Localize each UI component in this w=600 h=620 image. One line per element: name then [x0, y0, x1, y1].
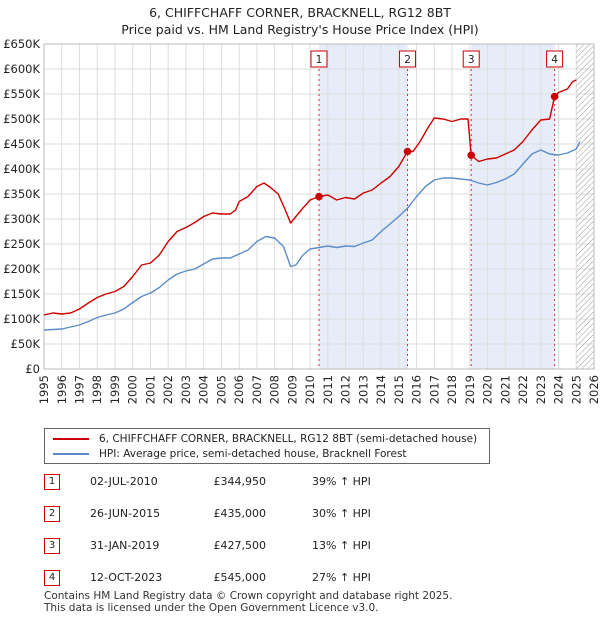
sale-price: £344,950 — [213, 475, 267, 488]
sale-hpi-change: 27% ↑ HPI — [312, 571, 371, 584]
x-tick-label: 1997 — [73, 375, 87, 404]
sale-hpi-change: 30% ↑ HPI — [312, 507, 371, 520]
x-tick-label: 2007 — [250, 375, 264, 404]
x-tick-label: 2019 — [463, 375, 477, 404]
x-tick-label: 2025 — [569, 375, 583, 404]
chart-title-line2: Price paid vs. HM Land Registry's House … — [121, 22, 479, 37]
sale-row: 1 02-JUL-2010 £344,950 39% ↑ HPI — [0, 474, 600, 494]
sale-hpi-change: 13% ↑ HPI — [312, 539, 371, 552]
sale-marker-box — [546, 50, 564, 68]
x-tick-label: 2022 — [516, 375, 530, 404]
sale-marker-label: 4 — [551, 54, 558, 66]
y-tick-label: £50K — [11, 337, 41, 351]
y-tick-label: £200K — [3, 262, 40, 276]
sale-date: 26-JUN-2015 — [90, 507, 161, 520]
y-tick-label: £650K — [3, 37, 40, 51]
x-tick-label: 2017 — [427, 375, 441, 404]
x-tick-label: 1999 — [108, 375, 122, 404]
y-tick-label: £500K — [3, 112, 40, 126]
x-tick-label: 2004 — [197, 375, 211, 404]
x-tick-label: 2003 — [179, 375, 193, 404]
sale-row: 4 12-OCT-2023 £545,000 27% ↑ HPI — [0, 570, 600, 590]
x-tick-label: 2010 — [303, 375, 317, 404]
sale-number-badge: 4 — [44, 570, 60, 586]
sale-date: 02-JUL-2010 — [90, 475, 158, 488]
legend-label-property: 6, CHIFFCHAFF CORNER, BRACKNELL, RG12 8B… — [99, 433, 478, 445]
sale-number-badge: 3 — [44, 538, 60, 554]
y-tick-label: £600K — [3, 62, 40, 76]
chart-title: 6, CHIFFCHAFF CORNER, BRACKNELL, RG12 8B… — [0, 4, 600, 38]
x-tick-label: 2013 — [356, 375, 370, 404]
sale-row: 2 26-JUN-2015 £435,000 30% ↑ HPI — [0, 506, 600, 526]
sale-number-badge: 2 — [44, 506, 60, 522]
x-tick-label: 2011 — [321, 375, 335, 404]
sale-date: 31-JAN-2019 — [90, 539, 160, 552]
y-tick-label: £350K — [3, 187, 40, 201]
sale-point — [467, 151, 476, 160]
legend-swatch-red — [53, 438, 89, 440]
y-tick-label: £150K — [3, 287, 40, 301]
y-tick-label: £550K — [3, 87, 40, 101]
x-tick-label: 2020 — [481, 375, 495, 404]
y-tick-label: £400K — [3, 162, 40, 176]
footer-attribution: Contains HM Land Registry data © Crown c… — [44, 590, 452, 614]
x-tick-label: 2021 — [498, 375, 512, 404]
sale-price: £435,000 — [213, 507, 267, 520]
series-group — [44, 79, 581, 331]
sale-point — [403, 147, 412, 156]
legend-swatch-blue — [53, 453, 89, 455]
x-tick-label: 1996 — [55, 375, 69, 404]
sale-number-badge: 1 — [44, 474, 60, 490]
sale-marker-label: 2 — [404, 54, 411, 66]
x-tick-label: 2001 — [143, 375, 157, 404]
sale-point — [550, 92, 559, 101]
sale-marker-box — [310, 50, 328, 68]
chart-title-line1: 6, CHIFFCHAFF CORNER, BRACKNELL, RG12 8B… — [149, 5, 451, 20]
sale-price: £545,000 — [213, 571, 267, 584]
x-tick-label: 2023 — [534, 375, 548, 404]
ownership-period-shade — [471, 44, 555, 369]
x-tick-label: 2006 — [232, 375, 246, 404]
y-tick-label: £0 — [25, 362, 40, 376]
y-tick-label: £300K — [3, 212, 40, 226]
price-chart: £0 £50K £100K £150K £200K £250K £300K £350K £400… — [3, 37, 600, 404]
x-tick-label: 2002 — [161, 375, 175, 404]
x-tick-label: 2014 — [374, 375, 388, 404]
footer-line2: This data is licensed under the Open Gov… — [44, 602, 379, 614]
y-tick-label: £250K — [3, 237, 40, 251]
sale-marker-label: 1 — [316, 54, 323, 66]
sale-hpi-change: 39% ↑ HPI — [312, 475, 371, 488]
sale-point — [315, 192, 323, 201]
y-tick-label: £100K — [3, 312, 40, 326]
sale-marker-label: 3 — [468, 54, 475, 66]
hpi-line — [44, 141, 581, 331]
sale-price: £427,500 — [213, 539, 267, 552]
x-tick-label: 2016 — [410, 375, 424, 404]
sale-marker-box — [462, 50, 480, 68]
sale-row: 3 31-JAN-2019 £427,500 13% ↑ HPI — [0, 538, 600, 558]
legend: 6, CHIFFCHAFF CORNER, BRACKNELL, RG12 8B… — [44, 428, 490, 464]
x-tick-label: 1998 — [90, 375, 104, 404]
x-tick-label: 2015 — [392, 375, 406, 404]
x-tick-label: 2009 — [285, 375, 299, 404]
plot-frame — [43, 43, 595, 370]
x-tick-label: 2024 — [552, 375, 566, 404]
x-tick-label: 2008 — [268, 375, 282, 404]
property-price-line — [44, 79, 577, 316]
x-tick-label: 2012 — [339, 375, 353, 404]
x-tick-label: 2026 — [587, 375, 600, 404]
y-tick-label: £450K — [3, 137, 40, 151]
future-period-hatch — [576, 44, 594, 369]
x-tick-label: 2018 — [445, 375, 459, 404]
footer-line1: Contains HM Land Registry data © Crown c… — [44, 590, 453, 602]
sale-marker-box — [399, 50, 417, 68]
x-tick-label: 2000 — [126, 375, 140, 404]
legend-label-hpi: HPI: Average price, semi-detached house,… — [99, 448, 407, 460]
x-tick-label: 1995 — [37, 375, 51, 404]
sale-date: 12-OCT-2023 — [90, 571, 163, 584]
x-tick-label: 2005 — [214, 375, 228, 404]
